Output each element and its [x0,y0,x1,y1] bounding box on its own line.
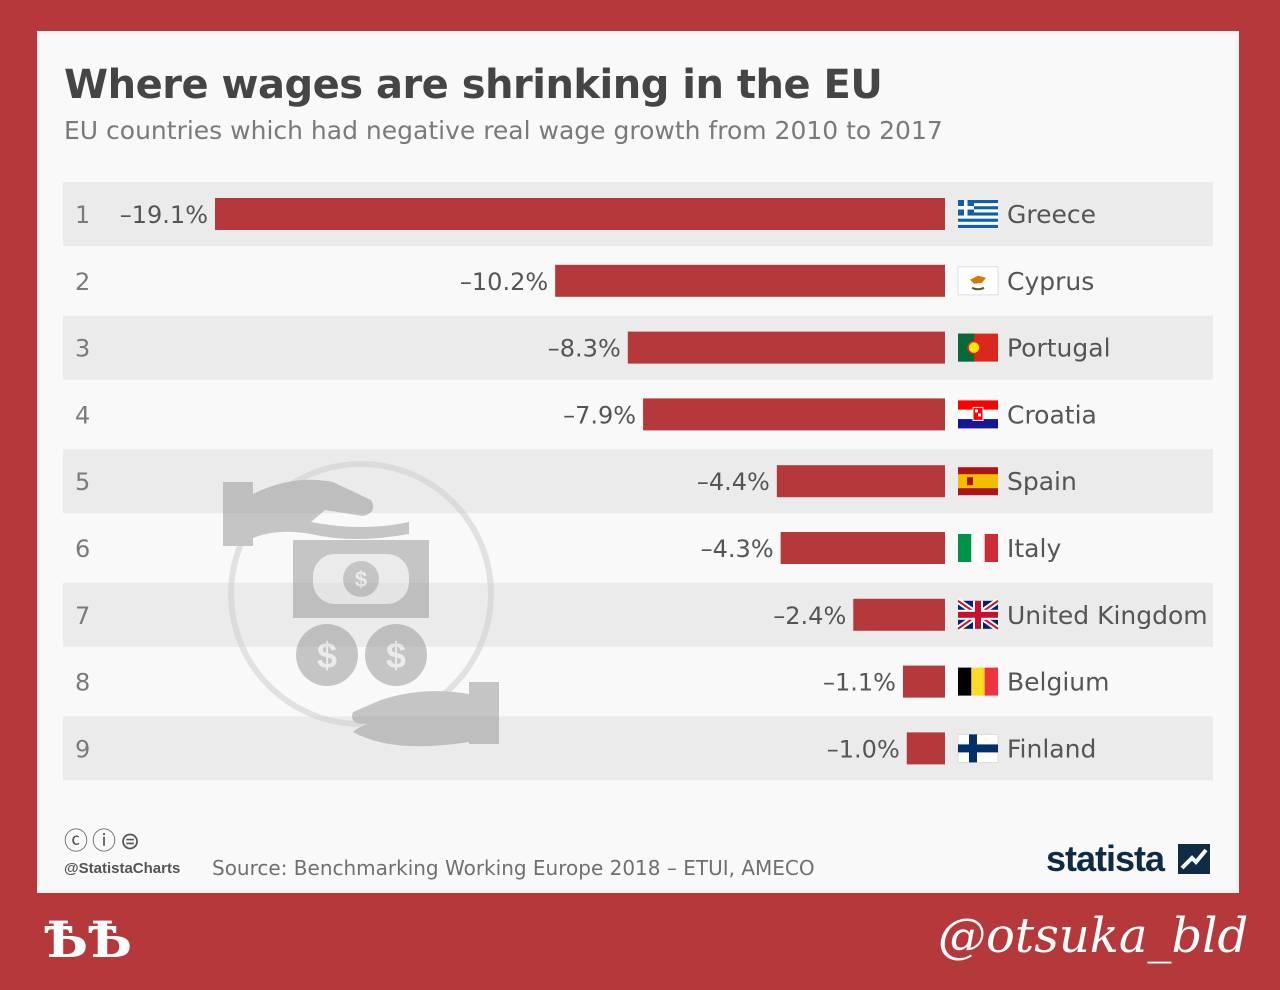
bar [555,264,945,297]
croatia-flag-icon [958,400,998,429]
cyprus-flag-icon [957,266,999,296]
row-stripe [63,716,1213,781]
bar [780,532,945,564]
country-label: Finland [1007,734,1096,763]
rank-label: 6 [75,535,90,563]
value-label: –7.9% [563,401,636,429]
value-label: –4.4% [697,468,770,496]
value-label: –8.3% [548,335,621,363]
row-stripe [63,582,1213,647]
money-exchange-icon: $ $ $ [223,461,499,747]
country-label: Belgium [1007,668,1110,697]
value-label: –1.1% [823,669,896,697]
value-label: –1.0% [827,735,900,763]
watermark-handle: @otsuka_bld [938,908,1249,964]
svg-text:$: $ [355,567,367,592]
belgium-flag-icon [958,667,998,696]
rank-label: 3 [75,335,90,363]
value-label: –19.1% [120,201,208,229]
chart-title: Where wages are shrinking in the EU [64,62,883,108]
chart-card: Where wages are shrinking in the EU EU c… [40,34,1236,890]
spain-flag-icon [958,467,998,496]
svg-text:$: $ [317,635,337,676]
finland-flag-icon [957,733,999,763]
value-label: –4.3% [701,535,774,563]
italy-flag-icon [958,534,998,562]
bar-chart: $ $ $ 1 –19.1% Greece 2 –10.2% Cyprus 3 –8.3% Po… [63,182,1213,781]
bar [627,331,945,364]
bar [776,465,945,498]
rank-label: 8 [75,669,90,697]
rank-label: 7 [75,602,90,630]
uk-flag-icon [956,598,1000,632]
watermark-logo: ѢѢ [44,910,133,969]
country-label: Cyprus [1007,267,1094,296]
bar [853,598,945,631]
country-label: United Kingdom [1007,601,1208,630]
rank-label: 4 [75,401,90,429]
statista-logo-icon [1178,844,1210,874]
portugal-flag-icon [958,333,998,362]
country-label: Italy [1007,534,1061,563]
country-label: Greece [1007,200,1096,229]
rank-label: 9 [75,735,90,763]
country-label: Portugal [1007,334,1111,363]
bar [906,732,945,765]
chart-subtitle: EU countries which had negative real wag… [64,116,943,145]
statista-handle: @StatistaCharts [64,860,181,877]
statista-logo-text: statista [1046,838,1165,879]
bar [643,398,945,431]
greece-flag-icon [958,200,998,228]
value-label: –10.2% [460,268,548,296]
country-label: Croatia [1007,400,1097,429]
country-label: Spain [1007,467,1077,496]
value-label: –2.4% [773,602,846,630]
rank-label: 1 [75,201,90,229]
bar [215,198,945,230]
rank-label: 2 [75,268,90,296]
source-note: Source: Benchmarking Working Europe 2018… [212,856,815,880]
bars: 1 –19.1% Greece 2 –10.2% Cyprus 3 –8.3% Portugal… [75,198,1208,765]
rank-label: 5 [75,468,90,496]
bar [902,665,945,698]
license-icons: ⓒⓘ⊜ [64,828,145,855]
svg-text:$: $ [386,635,406,676]
